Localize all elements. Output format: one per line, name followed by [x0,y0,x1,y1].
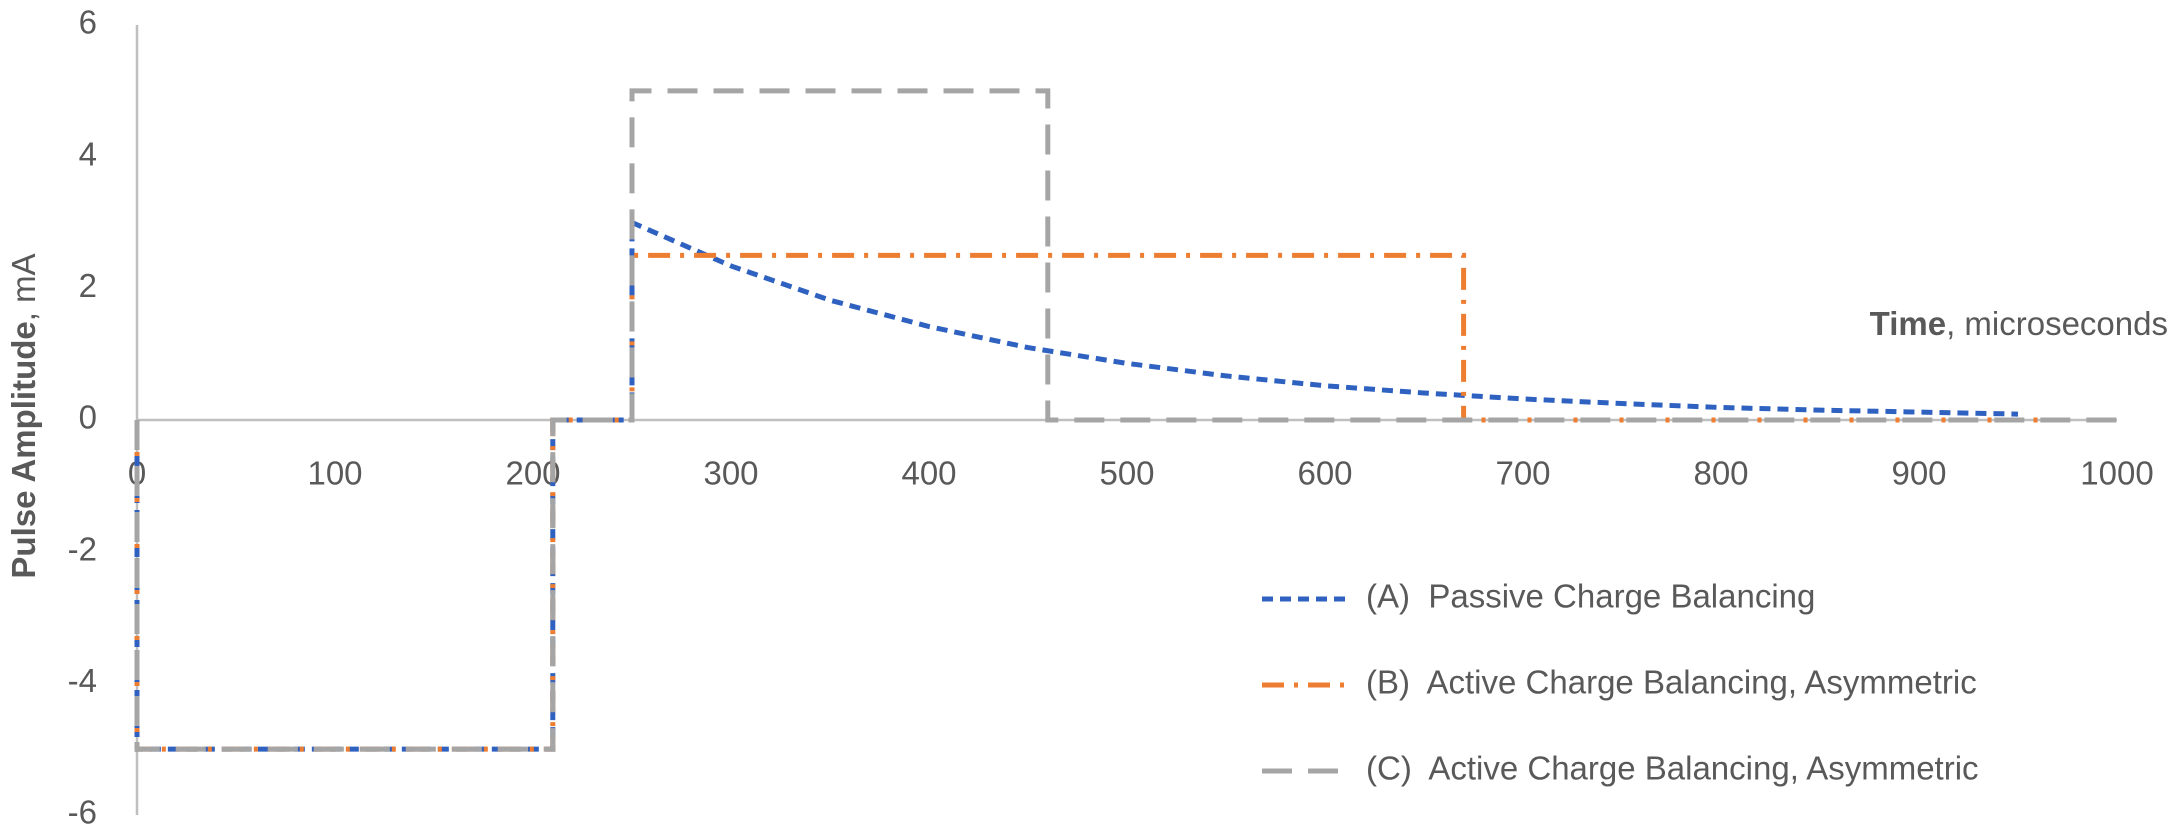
y-axis-label: Pulse Amplitude, mA [5,253,42,578]
x-tick-label: 700 [1495,455,1550,492]
legend-label: (A) Passive Charge Balancing [1366,578,1815,615]
x-axis-label-bold: Time [1870,305,1946,342]
y-axis-label-bold: Pulse Amplitude [5,321,42,578]
x-tick-label: 300 [703,455,758,492]
y-tick-label: -6 [68,794,97,831]
series-line [134,88,2117,752]
y-tick-label: 4 [79,135,97,172]
y-axis-label-rest: , mA [5,253,42,321]
legend-label: (B) Active Charge Balancing, Asymmetric [1366,664,1977,701]
y-tick-label: 6 [79,4,97,41]
x-tick-label: 400 [901,455,956,492]
y-tick-label: -4 [68,662,97,699]
x-axis-label: Time, microseconds [1870,305,2168,342]
y-tick-label: 0 [79,399,97,436]
x-tick-label: 500 [1099,455,1154,492]
x-tick-label: 600 [1297,455,1352,492]
x-tick-label: 800 [1693,455,1748,492]
x-tick-label: 900 [1891,455,1946,492]
y-tick-label: -2 [68,530,97,567]
x-tick-label: 1000 [2080,455,2153,492]
x-tick-label: 100 [307,455,362,492]
y-tick-label: 2 [79,267,97,304]
legend-label: (C) Active Charge Balancing, Asymmetric [1366,750,1979,787]
x-axis-label-rest: , microseconds [1946,305,2168,342]
